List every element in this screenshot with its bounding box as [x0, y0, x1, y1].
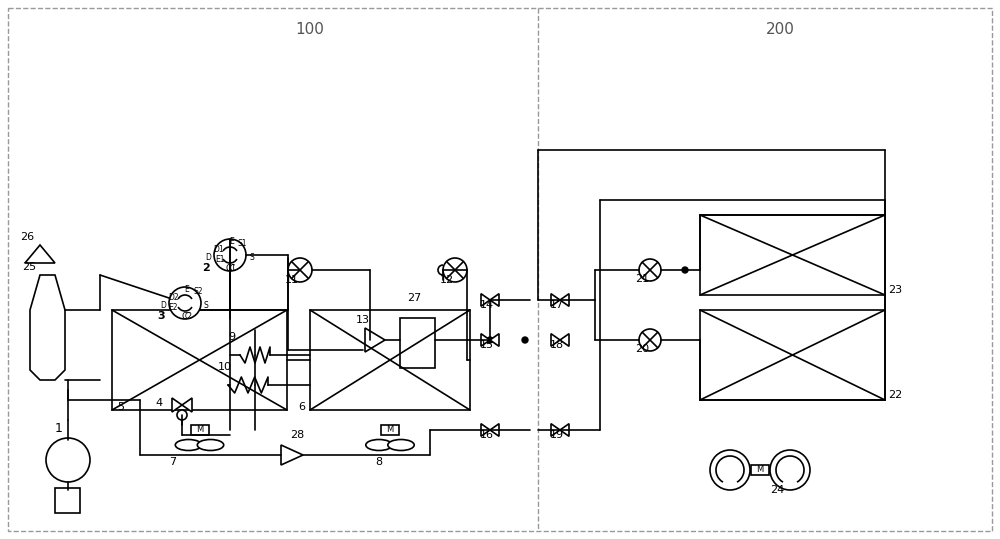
Text: 11: 11 — [285, 275, 299, 285]
Text: 26: 26 — [20, 232, 34, 242]
Text: 8: 8 — [375, 457, 382, 467]
Text: 200: 200 — [766, 23, 794, 38]
Text: 16: 16 — [480, 430, 494, 440]
Bar — [190, 425, 208, 436]
Bar — [700, 310, 885, 400]
Text: 14: 14 — [480, 300, 494, 310]
Ellipse shape — [175, 439, 202, 451]
Text: 12: 12 — [440, 275, 454, 285]
Circle shape — [522, 337, 528, 343]
Text: C2: C2 — [181, 312, 192, 321]
Text: 20: 20 — [635, 344, 649, 354]
Bar — [112, 310, 287, 410]
Polygon shape — [560, 424, 569, 436]
Polygon shape — [560, 334, 569, 346]
Polygon shape — [551, 424, 560, 436]
Text: E1: E1 — [215, 255, 224, 265]
Text: 27: 27 — [407, 293, 421, 303]
Text: 4: 4 — [155, 398, 162, 408]
Text: M: M — [196, 425, 203, 434]
Text: 2: 2 — [202, 263, 210, 273]
Bar — [700, 215, 885, 295]
Bar — [400, 318, 435, 368]
Text: C1: C1 — [226, 264, 237, 273]
Polygon shape — [551, 294, 560, 306]
Circle shape — [288, 258, 312, 282]
Text: 24: 24 — [770, 485, 784, 495]
Ellipse shape — [197, 439, 224, 451]
Text: M: M — [756, 466, 764, 474]
Polygon shape — [182, 398, 192, 412]
Bar — [310, 310, 470, 410]
Polygon shape — [481, 334, 490, 346]
Polygon shape — [560, 294, 569, 306]
Text: E: E — [230, 237, 234, 246]
Text: 9: 9 — [228, 332, 235, 342]
Text: D2: D2 — [168, 294, 179, 302]
Text: C: C — [229, 264, 235, 273]
Text: 10: 10 — [218, 362, 232, 372]
Text: E: E — [185, 285, 189, 294]
Circle shape — [682, 267, 688, 273]
Polygon shape — [25, 245, 55, 263]
Circle shape — [639, 259, 661, 281]
Text: E2: E2 — [168, 303, 178, 313]
Circle shape — [710, 450, 750, 490]
Polygon shape — [365, 328, 385, 352]
Polygon shape — [551, 334, 560, 346]
Polygon shape — [490, 424, 499, 436]
Text: 7: 7 — [170, 457, 177, 467]
Circle shape — [214, 239, 246, 271]
Text: 6: 6 — [298, 402, 305, 412]
Text: 18: 18 — [550, 340, 564, 350]
Circle shape — [443, 258, 467, 282]
Text: D: D — [205, 252, 211, 261]
Text: M: M — [386, 425, 394, 434]
Text: 13: 13 — [356, 315, 370, 325]
Text: 21: 21 — [635, 274, 649, 284]
Circle shape — [169, 287, 201, 319]
Circle shape — [177, 410, 187, 420]
Text: 5: 5 — [117, 402, 124, 412]
Bar — [381, 425, 399, 436]
Text: S1: S1 — [238, 239, 248, 248]
Text: 17: 17 — [550, 300, 564, 310]
Text: 25: 25 — [22, 262, 36, 272]
Polygon shape — [490, 334, 499, 346]
Polygon shape — [172, 398, 182, 412]
Text: 3: 3 — [157, 311, 165, 321]
Bar — [751, 465, 769, 475]
Text: S2: S2 — [193, 287, 202, 296]
Polygon shape — [481, 424, 490, 436]
Text: S: S — [204, 301, 209, 309]
Circle shape — [639, 329, 661, 351]
Ellipse shape — [388, 439, 414, 451]
Polygon shape — [281, 445, 303, 465]
Polygon shape — [481, 294, 490, 306]
Text: 28: 28 — [290, 430, 304, 440]
Text: S: S — [249, 252, 254, 261]
Circle shape — [46, 438, 90, 482]
Circle shape — [487, 337, 493, 343]
Text: 23: 23 — [888, 285, 902, 295]
Text: D1: D1 — [213, 245, 224, 254]
Text: 100: 100 — [296, 23, 324, 38]
Text: 15: 15 — [480, 340, 494, 350]
Ellipse shape — [366, 439, 392, 451]
Text: 22: 22 — [888, 390, 902, 400]
Text: D: D — [160, 301, 166, 309]
Text: 19: 19 — [550, 430, 564, 440]
Circle shape — [770, 450, 810, 490]
Bar — [55, 488, 80, 513]
Polygon shape — [30, 275, 65, 380]
Text: 1: 1 — [55, 422, 63, 435]
Text: C: C — [184, 312, 190, 321]
Polygon shape — [490, 294, 499, 306]
